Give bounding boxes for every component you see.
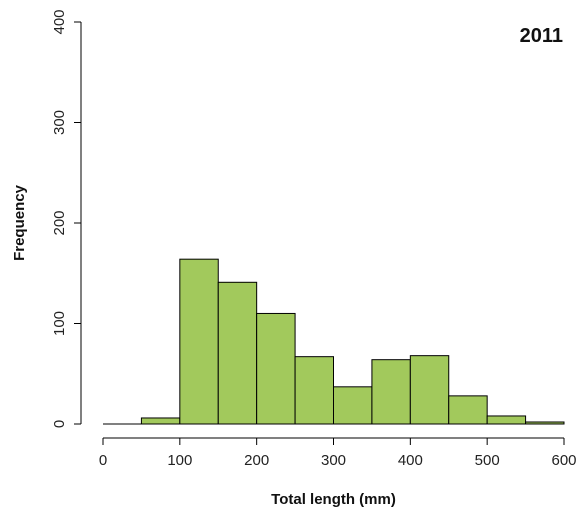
histogram-bar	[525, 421, 565, 425]
x-axis-label: Total length (mm)	[271, 491, 396, 508]
histogram-bar	[409, 355, 450, 425]
histogram-bar	[294, 356, 335, 425]
x-tick-label: 200	[244, 452, 269, 469]
y-tick-label: 400	[51, 9, 68, 34]
y-tick-label: 300	[51, 110, 68, 135]
histogram-bar	[217, 281, 258, 425]
histogram-bar	[256, 312, 296, 425]
histogram-bar	[140, 417, 181, 425]
y-axis-label: Frequency	[11, 184, 28, 261]
y-tick-label: 0	[51, 420, 68, 428]
x-tick-label: 300	[321, 452, 346, 469]
x-tick-label: 600	[551, 452, 576, 469]
y-tick-label: 200	[51, 210, 68, 235]
x-tick-label: 400	[398, 452, 423, 469]
histogram-bar	[448, 395, 488, 425]
x-tick-label: 0	[99, 452, 107, 469]
y-tick-label: 100	[51, 311, 68, 336]
chart-title: 2011	[520, 25, 563, 47]
histogram-bar	[333, 386, 373, 425]
x-tick-label: 500	[475, 452, 500, 469]
histogram-bar	[486, 415, 527, 425]
histogram-bar	[179, 258, 219, 425]
histogram-bar	[371, 359, 411, 425]
x-tick-label: 100	[167, 452, 192, 469]
